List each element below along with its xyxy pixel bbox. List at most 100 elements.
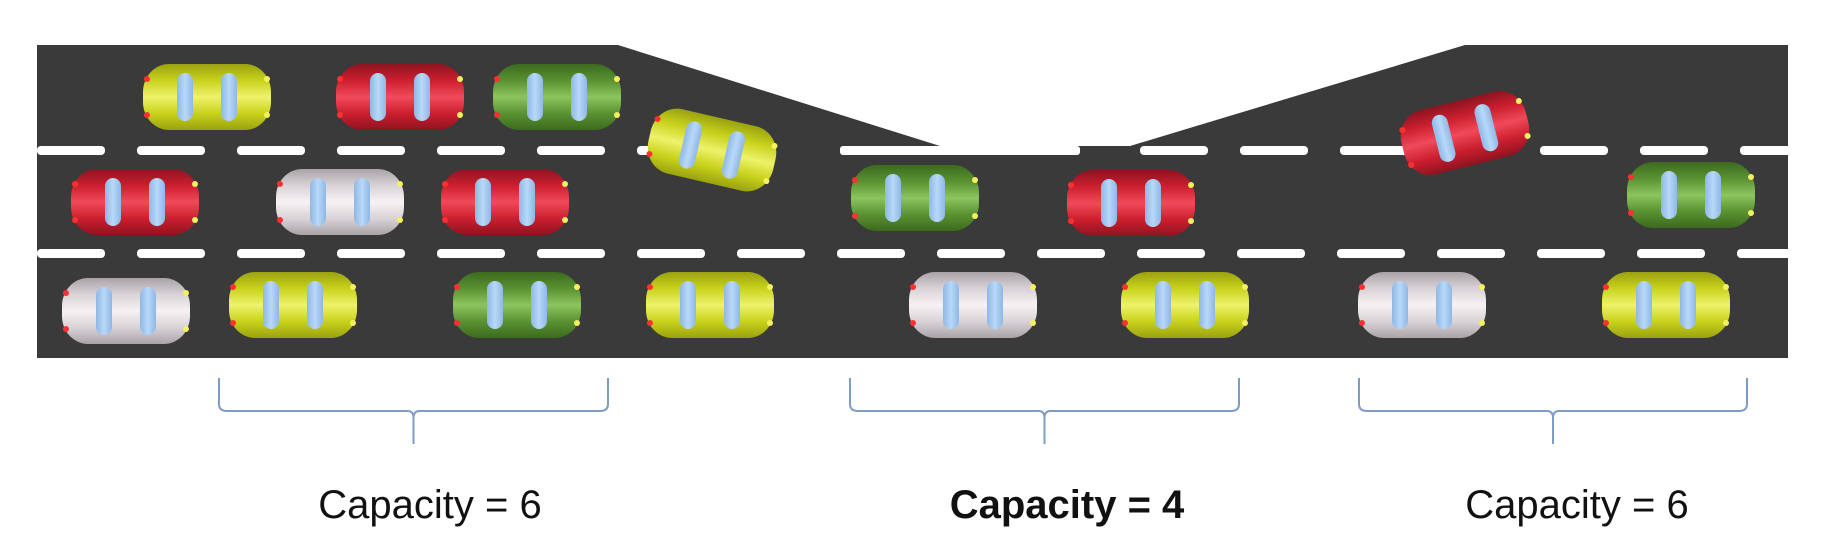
car-red: [336, 64, 464, 130]
car-red: [1399, 91, 1531, 175]
tail-light: [494, 112, 500, 118]
tail-light: [454, 320, 460, 326]
lane-dash: [1137, 249, 1205, 258]
head-light: [771, 142, 778, 149]
lane-dash: [1437, 249, 1505, 258]
lane-dash: [1237, 249, 1305, 258]
lane-dash: [837, 249, 905, 258]
car-green: [1627, 162, 1755, 228]
lane-dash: [537, 249, 605, 258]
car-green: [851, 165, 979, 231]
lower-lane-line: [37, 249, 1805, 258]
lane-dash: [37, 249, 105, 258]
car-window: [177, 73, 193, 121]
lane-dash: [1740, 146, 1808, 155]
tail-light: [647, 320, 653, 326]
tail-light: [1603, 284, 1609, 290]
lane-dash: [1637, 249, 1705, 258]
tail-light: [337, 76, 343, 82]
car-window: [475, 178, 491, 226]
tail-light: [1628, 174, 1634, 180]
car-window: [414, 73, 430, 121]
head-light: [457, 112, 463, 118]
head-light: [1479, 284, 1485, 290]
car-body: [909, 272, 1037, 338]
tail-light: [442, 181, 448, 187]
tail-light: [337, 112, 343, 118]
car-window: [1680, 281, 1696, 329]
car-body: [62, 278, 190, 344]
car-yellow: [1602, 272, 1730, 338]
car-green: [453, 272, 581, 338]
capacity-label-left: Capacity = 6: [318, 483, 542, 527]
lane-dash: [437, 249, 505, 258]
tail-light: [1408, 161, 1415, 168]
car-window: [149, 178, 165, 226]
tail-light: [1628, 210, 1634, 216]
lane-dash: [437, 146, 505, 155]
car-window: [1101, 179, 1117, 227]
car-window: [987, 281, 1003, 329]
car-window: [680, 281, 696, 329]
lane-dash: [1340, 146, 1408, 155]
car-window: [310, 178, 326, 226]
car-body: [647, 108, 777, 192]
tail-light: [1068, 218, 1074, 224]
car-window: [370, 73, 386, 121]
car-body: [229, 272, 357, 338]
car-body: [453, 272, 581, 338]
car-window: [721, 131, 746, 179]
car-yellow: [1121, 272, 1249, 338]
braces: [218, 378, 1748, 444]
lane-dash: [137, 146, 205, 155]
tail-light: [277, 181, 283, 187]
tail-light: [654, 115, 661, 122]
head-light: [1030, 320, 1036, 326]
head-light: [1723, 284, 1729, 290]
lane-dash: [337, 249, 405, 258]
car-red: [441, 169, 569, 235]
head-light: [457, 76, 463, 82]
car-body: [1121, 272, 1249, 338]
car-window: [571, 73, 587, 121]
head-light: [1748, 174, 1754, 180]
car-body: [143, 64, 271, 130]
car-window: [943, 281, 959, 329]
car-window: [487, 281, 503, 329]
car-window: [354, 178, 370, 226]
car-window: [724, 281, 740, 329]
head-light: [183, 326, 189, 332]
tail-light: [72, 217, 78, 223]
head-light: [397, 217, 403, 223]
car-body: [1627, 162, 1755, 228]
car-window: [263, 281, 279, 329]
lane-dash: [1140, 146, 1208, 155]
lane-dash: [1037, 249, 1105, 258]
lane-dash: [637, 249, 705, 258]
car-window: [1661, 171, 1677, 219]
lane-dash: [137, 249, 205, 258]
lane-dash: [1737, 249, 1805, 258]
brace-middle: [849, 378, 1240, 444]
tail-light: [494, 76, 500, 82]
head-light: [350, 284, 356, 290]
head-light: [574, 320, 580, 326]
tail-light: [454, 284, 460, 290]
lane-dash: [1537, 249, 1605, 258]
head-light: [1242, 320, 1248, 326]
car-window: [929, 174, 945, 222]
car-window: [96, 287, 112, 335]
car-window: [678, 121, 703, 169]
merge-edge-line: [840, 146, 1080, 155]
lane-dash: [237, 146, 305, 155]
car-white: [62, 278, 190, 344]
car-body: [71, 169, 199, 235]
car-window: [1199, 281, 1215, 329]
tail-light: [1359, 320, 1365, 326]
car-window: [1705, 171, 1721, 219]
car-yellow: [646, 272, 774, 338]
tail-light: [63, 326, 69, 332]
head-light: [1748, 210, 1754, 216]
tail-light: [910, 284, 916, 290]
